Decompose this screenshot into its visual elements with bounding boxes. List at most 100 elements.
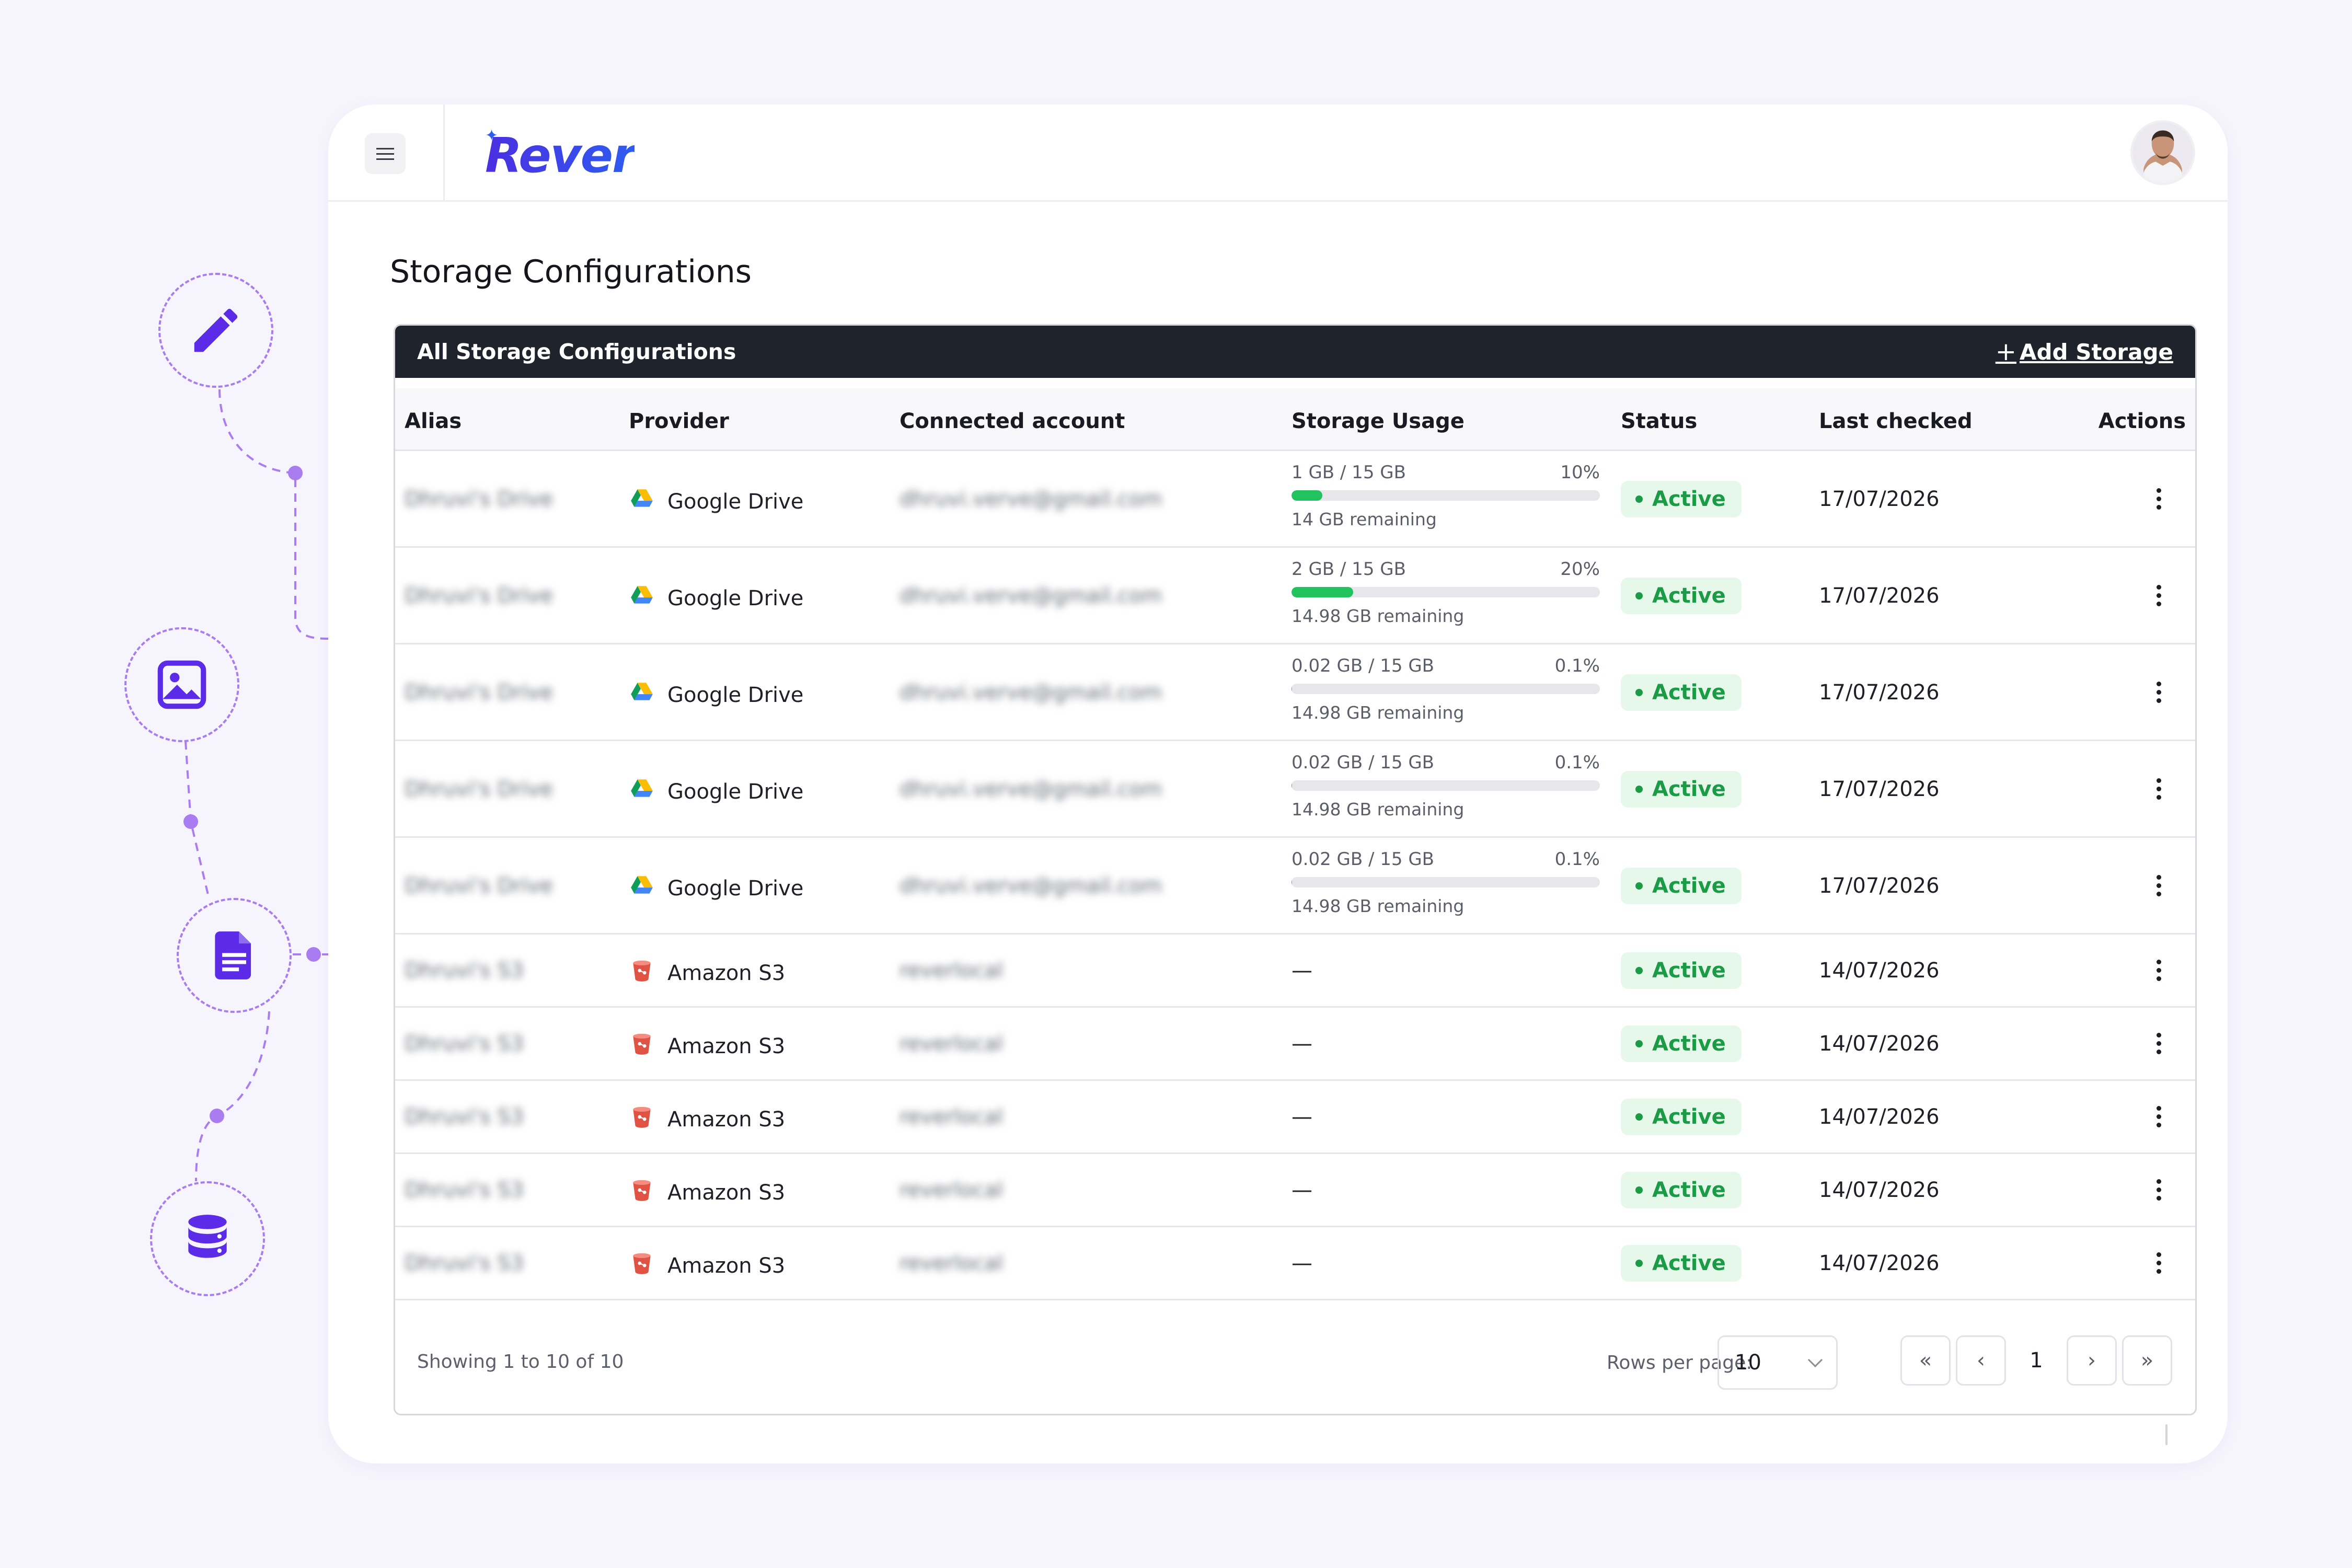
column-header-connected-account[interactable]: Connected account (900, 409, 1125, 433)
row-actions-button[interactable] (2151, 1033, 2166, 1054)
last-checked-cell: 17/07/2026 (1819, 873, 1940, 898)
last-checked-cell: 17/07/2026 (1819, 487, 1940, 511)
kebab-menu-icon (2151, 874, 2166, 896)
column-header-provider[interactable]: Provider (629, 409, 729, 433)
kebab-menu-icon (2151, 960, 2166, 981)
status-dot-icon (1635, 967, 1643, 974)
table-row[interactable]: Dhruvi's S3 Amazon S3 reverlocal — Active 14/… (395, 935, 2195, 1008)
row-actions-button[interactable] (2151, 1106, 2166, 1127)
row-actions-button[interactable] (2151, 1179, 2166, 1201)
storage-usage-empty: — (1292, 1105, 1312, 1129)
table-row[interactable]: Dhruvi's Drive Google Drive dhruvi.verve@g… (395, 838, 2195, 935)
hamburger-menu-button[interactable] (365, 133, 406, 174)
column-header-status[interactable]: Status (1621, 409, 1698, 433)
usage-remaining: 14 GB remaining (1292, 509, 1437, 529)
image-icon (157, 660, 206, 709)
status-label: Active (1652, 777, 1726, 801)
status-dot-icon (1635, 1040, 1643, 1047)
app-logo[interactable]: Rever (485, 126, 636, 184)
kebab-menu-icon (2151, 488, 2166, 510)
provider-name: Amazon S3 (667, 1034, 786, 1058)
avatar[interactable] (2130, 120, 2195, 185)
logo-text: Rever (485, 127, 636, 183)
sparkle-icon: ✦ (485, 126, 499, 145)
connected-account-cell: reverlocal (900, 1178, 1004, 1202)
status-dot-icon (1635, 882, 1643, 890)
rows-per-page-label: Rows per page: (1607, 1352, 1753, 1374)
current-page-button[interactable]: 1 (2011, 1335, 2061, 1386)
alias-cell: Dhruvi's S3 (405, 1178, 524, 1202)
row-actions-button[interactable] (2151, 488, 2166, 510)
column-header-alias[interactable]: Alias (405, 409, 462, 433)
usage-bar (1292, 877, 1600, 887)
status-dot-icon (1635, 1260, 1643, 1267)
table-header-bar: All Storage Configurations + Add Storage (395, 326, 2195, 378)
row-actions-button[interactable] (2151, 874, 2166, 896)
kebab-menu-icon (2151, 1033, 2166, 1054)
provider-cell: Amazon S3 (629, 958, 785, 989)
hamburger-icon (376, 147, 394, 160)
scrollbar[interactable] (2165, 1424, 2167, 1445)
kebab-menu-icon (2151, 778, 2166, 800)
provider-name: Google Drive (667, 489, 804, 514)
page-title: Storage Configurations (390, 253, 752, 290)
table-column-headers: Alias Provider Connected account Storage… (395, 388, 2195, 451)
usage-bar (1292, 780, 1600, 791)
previous-page-button[interactable]: ‹ (1956, 1335, 2006, 1386)
decorative-flow-lines (183, 389, 329, 1182)
showing-count: Showing 1 to 10 of 10 (417, 1351, 624, 1373)
usage-remaining: 14.98 GB remaining (1292, 605, 1465, 626)
connected-account-cell: dhruvi.verve@gmail.com (900, 583, 1162, 608)
provider-name: Google Drive (667, 586, 804, 610)
status-label: Active (1652, 1032, 1726, 1056)
table-row[interactable]: Dhruvi's Drive Google Drive dhruvi.verve@g… (395, 548, 2195, 644)
table-row[interactable]: Dhruvi's Drive Google Drive dhruvi.verve@g… (395, 644, 2195, 741)
alias-cell: Dhruvi's Drive (405, 487, 553, 511)
row-actions-button[interactable] (2151, 584, 2166, 606)
last-checked-cell: 14/07/2026 (1819, 1032, 1940, 1056)
last-checked-cell: 14/07/2026 (1819, 1251, 1940, 1275)
rows-per-page-select[interactable]: 10 (1717, 1335, 1838, 1390)
usage-amount: 0.02 GB / 15 GB (1292, 848, 1434, 870)
topbar-divider (443, 105, 445, 202)
amazon-s3-icon (629, 958, 655, 989)
alias-cell: Dhruvi's S3 (405, 1105, 524, 1129)
next-page-button[interactable]: › (2067, 1335, 2117, 1386)
last-page-button[interactable]: » (2122, 1335, 2172, 1386)
column-header-last-checked[interactable]: Last checked (1819, 409, 1973, 433)
kebab-menu-icon (2151, 681, 2166, 703)
status-label: Active (1652, 1105, 1726, 1129)
table-row[interactable]: Dhruvi's S3 Amazon S3 reverlocal — Active 14/… (395, 1154, 2195, 1227)
table-row[interactable]: Dhruvi's S3 Amazon S3 reverlocal — Active 14/… (395, 1081, 2195, 1154)
add-storage-button[interactable]: + Add Storage (1996, 337, 2173, 366)
status-cell: Active (1621, 1025, 1742, 1062)
provider-cell: Google Drive (629, 486, 803, 517)
usage-bar-fill (1292, 490, 1322, 501)
storage-usage-empty: — (1292, 1032, 1312, 1056)
chevron-left-icon: ‹ (1977, 1348, 1985, 1373)
row-actions-button[interactable] (2151, 681, 2166, 703)
status-dot-icon (1635, 495, 1643, 503)
double-chevron-right-icon: » (2140, 1348, 2154, 1373)
kebab-menu-icon (2151, 1252, 2166, 1274)
row-actions-button[interactable] (2151, 960, 2166, 981)
connected-account-cell: reverlocal (900, 1032, 1004, 1056)
table-row[interactable]: Dhruvi's Drive Google Drive dhruvi.verve@g… (395, 741, 2195, 838)
table-row[interactable]: Dhruvi's S3 Amazon S3 reverlocal — Active 14/… (395, 1227, 2195, 1300)
table-footer: Showing 1 to 10 of 10 Rows per page: 10 … (395, 1315, 2195, 1414)
table-row[interactable]: Dhruvi's Drive Google Drive dhruvi.verve@g… (395, 451, 2195, 548)
table-row[interactable]: Dhruvi's S3 Amazon S3 reverlocal — Active 14/… (395, 1008, 2195, 1081)
status-label: Active (1652, 487, 1726, 511)
google-drive-icon (629, 776, 655, 808)
row-actions-button[interactable] (2151, 1252, 2166, 1274)
usage-bar (1292, 683, 1600, 694)
usage-percent: 0.1% (1554, 752, 1600, 773)
top-bar: Rever ✦ (328, 105, 2228, 202)
usage-amount: 0.02 GB / 15 GB (1292, 655, 1434, 676)
provider-cell: Google Drive (629, 873, 803, 904)
connected-account-cell: reverlocal (900, 1105, 1004, 1129)
status-badge: Active (1621, 867, 1742, 904)
column-header-storage-usage[interactable]: Storage Usage (1292, 409, 1465, 433)
row-actions-button[interactable] (2151, 778, 2166, 800)
first-page-button[interactable]: « (1900, 1335, 1951, 1386)
